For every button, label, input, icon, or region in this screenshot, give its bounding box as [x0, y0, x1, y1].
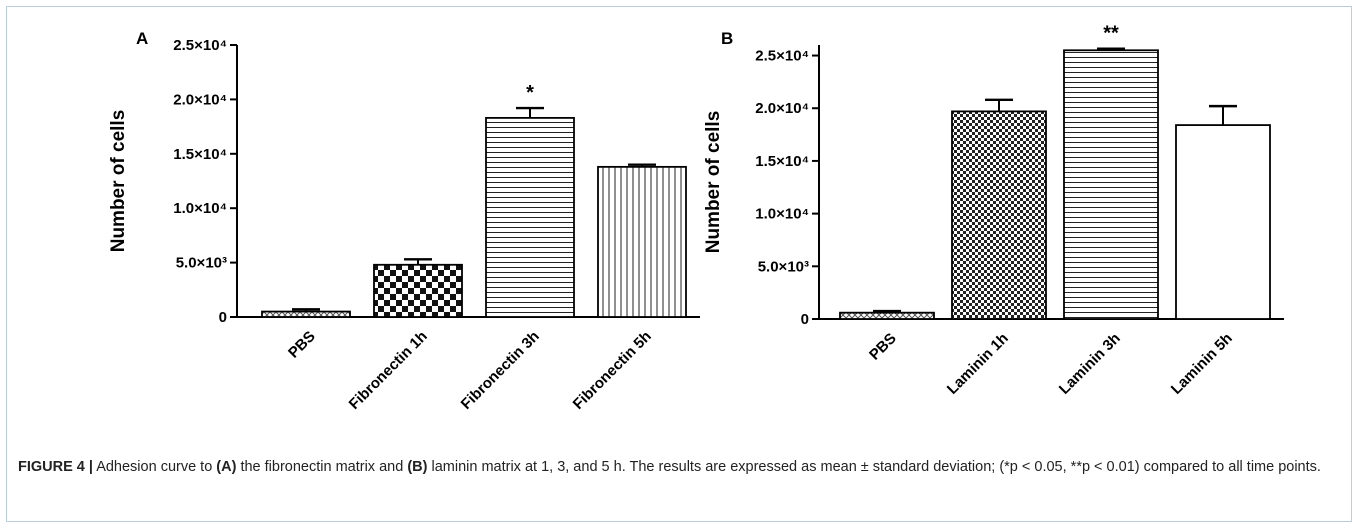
y-tick-label: 2.0×10⁴ — [173, 91, 227, 108]
x-tick-label: PBS — [285, 328, 319, 362]
x-tick-label: Fibronectin 3h — [458, 328, 543, 413]
x-tick-label: PBS — [866, 330, 900, 364]
y-tick-label: 2.5×10⁴ — [173, 37, 227, 54]
x-tick-label: Laminin 1h — [944, 330, 1012, 398]
bar — [261, 310, 351, 318]
y-tick-label: 5.0×10³ — [176, 255, 227, 272]
panel-label: A — [136, 29, 148, 48]
y-axis-label: Number of cells — [108, 110, 129, 253]
bar — [597, 165, 687, 318]
x-tick-label: Laminin 5h — [1168, 330, 1236, 398]
figure-frame — [6, 6, 1352, 522]
x-tick-label: Laminin 3h — [1056, 330, 1124, 398]
figure-charts: A Number of cells 0 5.0×10³ 1.0×10⁴ 1.5×10⁴ 2.… — [108, 23, 1284, 413]
y-tick-label: 1.0×10⁴ — [173, 200, 227, 217]
y-tick-label: 1.0×10⁴ — [755, 206, 809, 223]
figure-caption: FIGURE 4 | Adhesion curve to (A) the fib… — [18, 457, 1338, 478]
significance-marker: ** — [1103, 23, 1119, 45]
y-axis-label: Number of cells — [703, 111, 724, 254]
x-tick-label: Fibronectin 1h — [346, 328, 431, 413]
caption-text-1: Adhesion curve to — [92, 459, 217, 475]
bar — [485, 116, 575, 318]
chart-panel-b: B Number of cells 0 5.0×10³ 1.0×10⁴ 1.5×10⁴ 2.… — [703, 23, 1284, 398]
panel-label: B — [721, 29, 733, 48]
bar — [839, 311, 935, 320]
caption-text-3: laminin matrix at 1, 3, and 5 h. The res… — [427, 459, 1321, 475]
bar — [373, 263, 463, 318]
significance-marker: * — [526, 82, 534, 104]
chart-panel-a: A Number of cells 0 5.0×10³ 1.0×10⁴ 1.5×10⁴ 2.… — [108, 29, 700, 413]
y-tick-label: 2.5×10⁴ — [755, 48, 809, 65]
caption-ref-b: (B) — [407, 459, 428, 475]
caption-label: FIGURE 4 | — [18, 459, 93, 475]
y-tick-label: 1.5×10⁴ — [755, 153, 809, 170]
y-tick-label: 2.0×10⁴ — [755, 100, 809, 117]
y-tick-label: 5.0×10³ — [758, 258, 809, 275]
caption-ref-a: (A) — [216, 459, 237, 475]
caption-text-2: the fibronectin matrix and — [236, 459, 408, 475]
y-tick-label: 0 — [219, 309, 227, 326]
bar — [1063, 49, 1159, 320]
bar — [951, 110, 1047, 320]
bar — [1175, 124, 1271, 320]
x-tick-label: Fibronectin 5h — [570, 328, 655, 413]
y-tick-label: 1.5×10⁴ — [173, 146, 227, 163]
y-tick-label: 0 — [801, 311, 809, 328]
